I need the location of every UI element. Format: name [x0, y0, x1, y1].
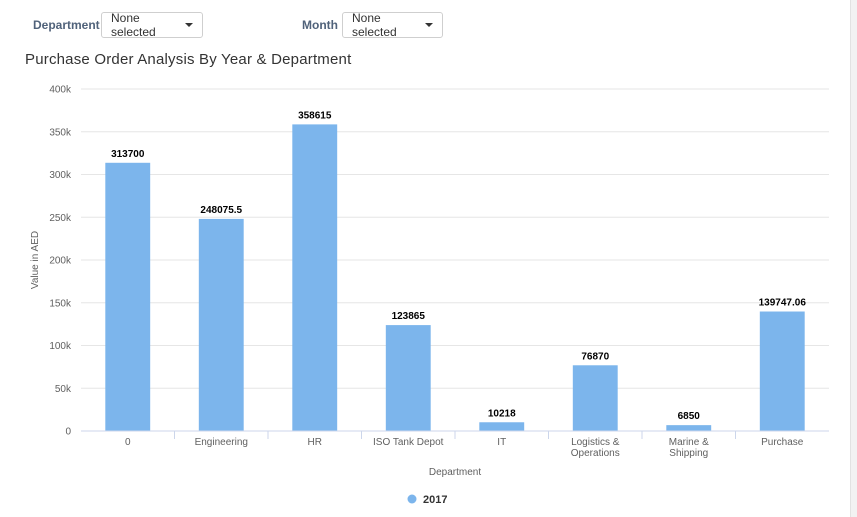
- legend-marker: [407, 494, 417, 504]
- y-tick-label: 350k: [49, 127, 72, 138]
- legend-label: 2017: [423, 494, 447, 506]
- y-tick-label: 300k: [49, 170, 72, 181]
- month-filter-label: Month :: [302, 18, 346, 32]
- y-tick-label: 150k: [49, 298, 72, 309]
- x-tick-label: Logistics & Operations: [571, 437, 620, 459]
- y-tick-label: 0: [65, 427, 71, 438]
- department-filter-label: Department :: [33, 18, 108, 32]
- x-tick-label: ISO Tank Depot: [373, 437, 444, 448]
- chart-grid: [81, 88, 829, 389]
- department-dropdown-value: None selected: [111, 11, 156, 39]
- bar[interactable]: [666, 425, 712, 431]
- data-label: 6850: [678, 411, 701, 422]
- data-label: 123865: [392, 311, 426, 322]
- chart-bars: [105, 124, 805, 431]
- data-label: 76870: [581, 351, 609, 362]
- data-labels: 313700 248075.5 358615 123865 10218 76870 6850…: [111, 110, 806, 422]
- bar[interactable]: [479, 422, 525, 431]
- x-axis-title: Department: [429, 467, 481, 478]
- bar[interactable]: [105, 162, 151, 431]
- month-dropdown-value: None selected: [352, 11, 397, 39]
- y-axis-title: Value in AED: [30, 231, 41, 289]
- chart-title: Purchase Order Analysis By Year & Depart…: [25, 51, 352, 68]
- bar[interactable]: [292, 124, 338, 431]
- bar[interactable]: [198, 218, 244, 431]
- data-label: 139747.06: [759, 298, 807, 309]
- caret-down-icon: [185, 23, 193, 27]
- y-tick-label: 50k: [55, 384, 72, 395]
- page-edge: [850, 0, 857, 517]
- legend-item[interactable]: 2017: [407, 494, 448, 506]
- department-dropdown[interactable]: None selected: [101, 11, 203, 39]
- x-tick-label: HR: [308, 437, 322, 448]
- bar[interactable]: [759, 311, 805, 431]
- month-dropdown[interactable]: None selected: [342, 11, 443, 39]
- y-tick-label: 100k: [49, 341, 72, 352]
- x-tick-label: Marine & Shipping: [669, 437, 709, 459]
- y-tick-label: 400k: [49, 85, 72, 96]
- data-label: 248075.5: [200, 205, 242, 216]
- y-axis-ticks: 0 50k 100k 150k 200k 250k 300k 350k 400k: [49, 85, 72, 438]
- data-label: 358615: [298, 110, 332, 121]
- caret-down-icon: [425, 23, 433, 27]
- data-label: 313700: [111, 149, 145, 160]
- data-label: 10218: [488, 408, 516, 419]
- y-tick-label: 250k: [49, 213, 72, 224]
- x-tick-label: Purchase: [761, 437, 804, 448]
- x-tick-label: 0: [125, 437, 131, 448]
- x-axis-ticks: 0 Engineering HR ISO Tank Depot IT Logistics …: [125, 431, 804, 459]
- bar[interactable]: [572, 365, 618, 431]
- x-tick-label: Engineering: [195, 437, 248, 448]
- x-tick-label: IT: [497, 437, 506, 448]
- y-tick-label: 200k: [49, 256, 72, 267]
- bar[interactable]: [385, 325, 431, 431]
